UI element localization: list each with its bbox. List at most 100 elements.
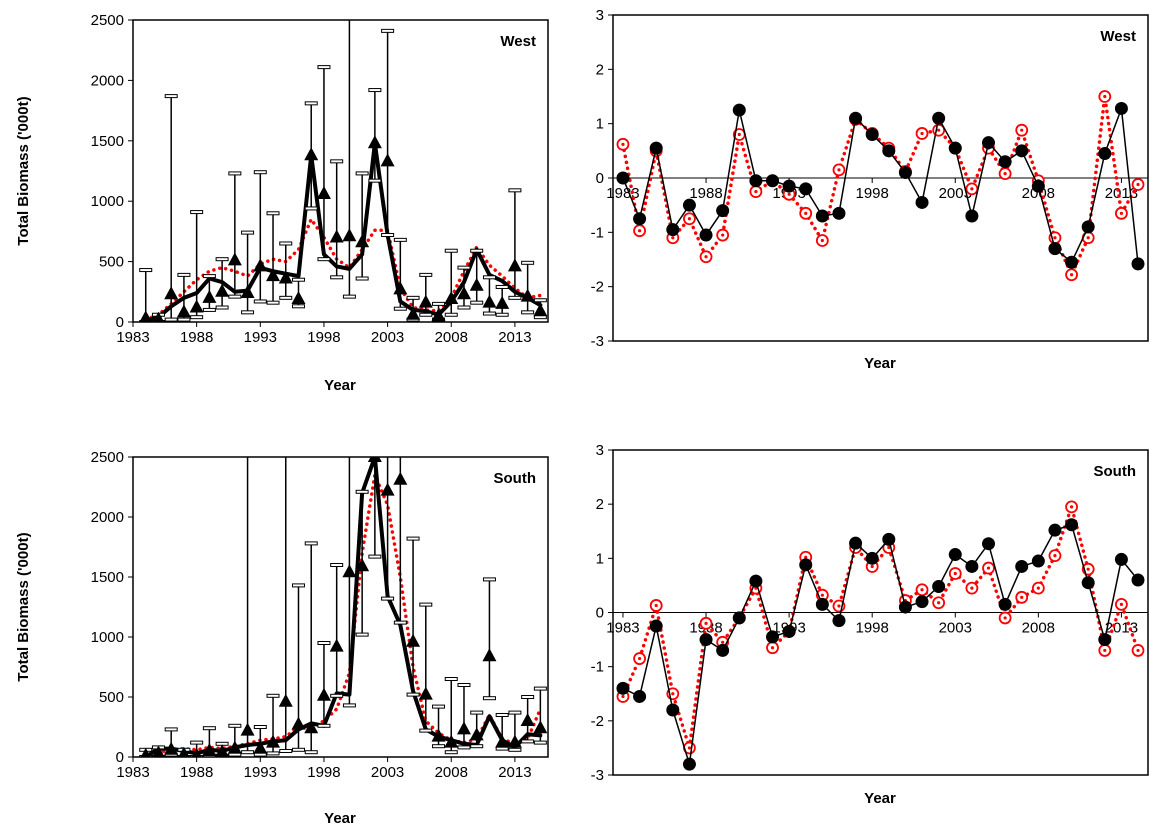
marker-dot (953, 571, 957, 576)
plot-area (616, 90, 1145, 282)
marker-dot (637, 656, 642, 661)
error-cap (393, 237, 407, 242)
marker (1031, 179, 1045, 193)
y-tick-label: -3 (591, 767, 604, 784)
marker (266, 268, 281, 282)
error-cap (266, 751, 280, 756)
marker (915, 195, 929, 209)
error-cap (317, 723, 331, 728)
marker-dot (820, 238, 824, 243)
marker (406, 306, 421, 320)
error-cap (482, 275, 496, 280)
y-tick-label: -1 (591, 224, 604, 241)
marker-dot (837, 604, 841, 608)
error-cap (419, 312, 433, 317)
error-cap (369, 432, 381, 435)
error-cap (521, 739, 535, 744)
marker (164, 286, 179, 300)
marker-dot (804, 211, 808, 215)
error-cap (457, 683, 471, 687)
marker-dot (1086, 236, 1090, 240)
marker (367, 135, 382, 149)
marker (998, 597, 1012, 611)
panel: 0 500 1000 1500 2000 2500 1983 1988 1993 1998 2003… (15, 12, 549, 394)
error-cap (482, 696, 496, 701)
error-cap (495, 713, 509, 717)
marker-dot (704, 621, 708, 625)
error-cap (164, 317, 178, 322)
marker (469, 727, 484, 741)
marker (393, 471, 408, 485)
x-tick-label: 1988 (180, 329, 213, 346)
marker-dot (887, 545, 891, 550)
marker (749, 174, 763, 188)
marker (898, 166, 912, 180)
y-tick-label: 500 (99, 254, 124, 271)
panel: -3-2-101231983198819931998200320082013We… (591, 7, 1149, 372)
error-cap (508, 710, 522, 715)
marker (329, 229, 344, 243)
x-tick-label: 1998 (856, 185, 889, 202)
marker-dot (1103, 94, 1107, 99)
marker (202, 743, 217, 756)
marker-dot (870, 564, 874, 569)
marker (1098, 147, 1112, 161)
error-cap (419, 728, 433, 733)
error-cap (266, 300, 280, 305)
marker (139, 310, 152, 322)
y-axis-label: Total Biomass ('000t) (15, 96, 32, 245)
error-cap (266, 693, 280, 698)
marker (278, 270, 293, 284)
series-line (622, 524, 1139, 765)
marker-dot (721, 233, 725, 237)
error-cap (177, 317, 191, 322)
marker (1131, 257, 1145, 271)
marker (178, 746, 190, 757)
marker (666, 223, 680, 237)
error-cap (381, 596, 395, 601)
marker (1015, 559, 1029, 573)
marker (418, 686, 433, 700)
marker (699, 228, 713, 242)
marker (849, 536, 863, 550)
marker (355, 558, 370, 572)
y-axis-label: Total Biomass ('000t) (15, 532, 32, 681)
marker (140, 747, 151, 757)
x-tick-label: 2008 (435, 329, 468, 346)
error-cap (279, 295, 293, 300)
x-tick-label: 1998 (856, 620, 889, 637)
plot-frame (612, 14, 1149, 342)
x-tick-label: 2008 (1022, 620, 1055, 637)
marker-dot (1053, 554, 1057, 558)
y-tick-label: 1500 (91, 133, 124, 150)
error-cap (164, 94, 178, 99)
error-cap (533, 740, 547, 745)
y-tick-label: 1000 (91, 193, 124, 210)
marker (716, 204, 730, 218)
marker (1048, 242, 1062, 256)
marker-dot (837, 168, 841, 172)
marker (431, 728, 446, 742)
x-tick-label: 2003 (939, 620, 972, 637)
error-cap (432, 704, 446, 709)
y-tick-label: 1 (596, 550, 604, 567)
marker-dot (1003, 616, 1007, 620)
x-tick-label: 2013 (498, 329, 531, 346)
y-tick-label: 0 (596, 605, 604, 622)
error-cap (368, 88, 382, 93)
marker (482, 294, 497, 308)
x-tick-label: 2003 (371, 329, 404, 346)
error-cap (470, 744, 484, 749)
error-cap (177, 272, 191, 277)
marker (316, 185, 331, 199)
error-cap (419, 602, 433, 607)
marker (815, 597, 829, 611)
marker (649, 141, 663, 155)
error-cap (241, 750, 255, 755)
marker (533, 720, 548, 734)
marker (649, 619, 663, 633)
marker (152, 311, 165, 322)
error-cap (495, 284, 509, 289)
marker (278, 693, 293, 707)
marker (981, 136, 995, 150)
